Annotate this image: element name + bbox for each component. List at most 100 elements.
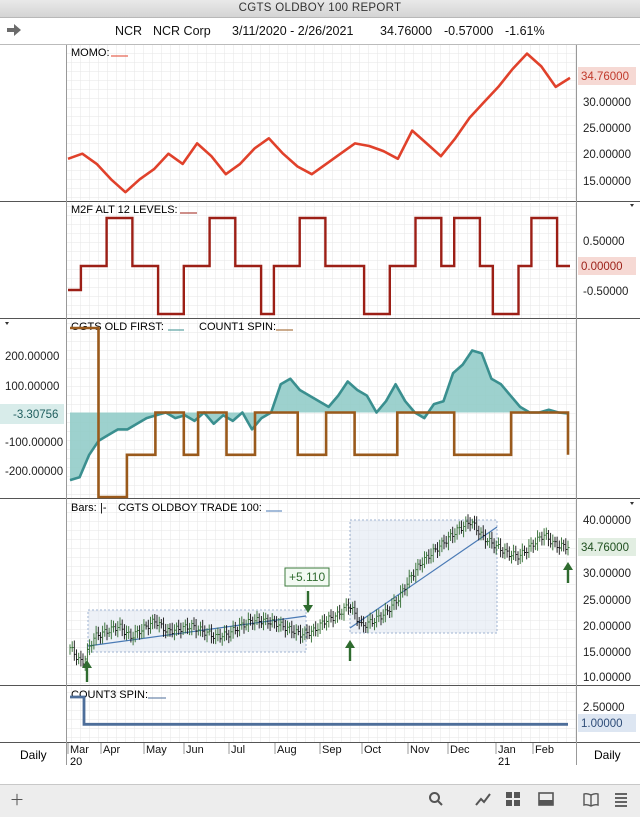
price-bar	[319, 619, 322, 634]
old-first-label: CGTS OLD FIRST:	[71, 321, 164, 333]
date-range[interactable]: 3/11/2020 - 2/26/2021	[232, 24, 354, 38]
trade-box-2[interactable]	[349, 519, 498, 634]
price-bar	[206, 628, 209, 643]
count3-spin-line[interactable]	[70, 695, 568, 726]
symbol-ticker[interactable]: NCR	[115, 24, 143, 38]
price-bar	[428, 549, 431, 564]
line-chart-icon[interactable]	[472, 791, 494, 811]
price-bar	[115, 623, 118, 636]
price-bar	[136, 625, 139, 639]
price-bar	[469, 517, 472, 532]
price-bars[interactable]	[69, 514, 570, 671]
count3-pane[interactable]	[66, 687, 576, 742]
price-bar	[228, 629, 231, 644]
price-bar	[99, 632, 102, 644]
list-icon[interactable]	[610, 791, 632, 811]
price-bar	[234, 621, 237, 635]
add-icon[interactable]: ＋	[9, 792, 25, 809]
arrow-right-icon[interactable]	[6, 22, 22, 38]
price-bar	[380, 612, 383, 626]
price-bar	[524, 545, 527, 556]
price-bar	[358, 617, 361, 630]
price-bar	[419, 559, 422, 571]
price-bar	[558, 540, 561, 555]
chart-area[interactable]: MOMO: 30.00000 25.00000 20.00000 15.0000…	[0, 45, 640, 768]
price-bar	[447, 531, 450, 551]
momo-tick: 15.00000	[583, 176, 631, 188]
grid-icon[interactable]	[502, 791, 524, 811]
price-bar	[263, 612, 266, 631]
price-bar	[463, 521, 466, 538]
old-first-tick: -200.00000	[5, 466, 63, 478]
pane-marker-icons	[5, 204, 634, 505]
price-bar	[165, 623, 168, 639]
search-icon[interactable]	[425, 791, 447, 811]
old-first-line[interactable]	[69, 349, 569, 482]
price-bar	[95, 625, 98, 646]
price-bar	[534, 537, 537, 551]
old-first-tick: 200.00000	[5, 351, 59, 363]
price-bar	[350, 604, 353, 614]
price-bar	[163, 617, 166, 637]
interval-right[interactable]: Daily	[594, 748, 621, 762]
price-bar	[374, 618, 377, 631]
price-bar	[484, 529, 487, 549]
count1-spin-line[interactable]	[70, 326, 570, 499]
m2f-value-tag-bg	[578, 257, 636, 275]
m2f-line[interactable]	[68, 216, 570, 316]
momo-pane[interactable]	[66, 45, 576, 200]
price-bar	[491, 531, 494, 549]
count3-tick: 2.50000	[583, 702, 625, 714]
price-bar	[271, 613, 274, 628]
old-first-tick: 100.00000	[5, 381, 59, 393]
interval-left[interactable]: Daily	[20, 748, 47, 762]
bars-pane[interactable]	[66, 500, 576, 685]
price-bar	[102, 625, 105, 644]
price-bar	[434, 544, 437, 553]
price-bar	[347, 598, 350, 615]
price-bar	[239, 617, 242, 637]
price-bar	[97, 626, 100, 641]
price-bar	[121, 619, 124, 637]
price-bar	[71, 641, 74, 652]
price-bar	[406, 577, 409, 597]
trade-profit-value: +5.110	[289, 570, 325, 584]
book-icon[interactable]	[580, 791, 602, 811]
count3-label: COUNT3 SPIN:	[71, 689, 148, 701]
price-bar	[315, 621, 318, 637]
price-bar	[230, 626, 233, 642]
price-bar	[126, 625, 129, 641]
sell-arrow-icon	[303, 591, 313, 613]
price-bar	[391, 598, 394, 618]
count1-spin-label: COUNT1 SPIN:	[199, 321, 276, 333]
price-bar	[382, 609, 385, 624]
price-bar	[502, 547, 505, 559]
price-bar	[328, 611, 331, 628]
price-bar	[376, 609, 379, 628]
price-bar	[567, 540, 570, 556]
price-bar	[287, 620, 290, 636]
price-bar	[280, 616, 283, 632]
price-bar	[189, 622, 192, 636]
trade-line-2[interactable]	[349, 526, 498, 629]
panel-icon[interactable]	[535, 791, 557, 811]
price-bar	[556, 536, 559, 553]
price-bar	[76, 649, 79, 666]
price-bar	[276, 616, 279, 632]
price-bar	[474, 515, 477, 531]
m2f-tick: 0.50000	[583, 236, 625, 248]
momo-line[interactable]	[67, 52, 571, 194]
price-bar	[426, 551, 429, 565]
price-bar	[69, 644, 72, 655]
price-bar	[73, 640, 76, 661]
old-first-value-tag: -3.30756	[13, 409, 58, 421]
chart-canvas[interactable]: MOMO: 30.00000 25.00000 20.00000 15.0000…	[0, 45, 640, 768]
price-bar	[537, 530, 540, 551]
price-bar	[156, 614, 159, 630]
price-bar	[139, 625, 142, 640]
m2f-pane[interactable]	[66, 203, 576, 318]
price-bar	[306, 624, 309, 640]
bars-label: Bars:	[71, 502, 97, 514]
bars-tick: 10.00000	[583, 672, 631, 684]
m2f-label: M2F ALT 12 LEVELS:	[71, 204, 178, 216]
